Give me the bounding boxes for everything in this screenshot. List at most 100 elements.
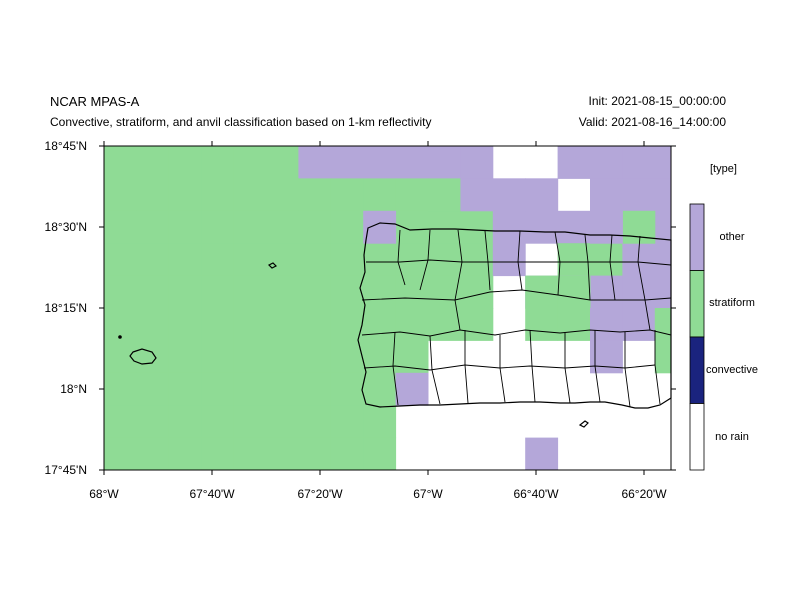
precip-cell-stratiform	[428, 243, 461, 277]
precip-cell-stratiform	[298, 437, 332, 471]
precip-cell-stratiform	[266, 178, 299, 212]
precip-cell-stratiform	[266, 405, 299, 439]
precip-cell-stratiform	[136, 340, 170, 374]
precip-cell-stratiform	[201, 437, 235, 471]
precip-cell-stratiform	[168, 178, 202, 212]
precip-cell-stratiform	[330, 243, 364, 277]
precip-cell-other	[492, 243, 526, 277]
precip-cell-other	[330, 146, 364, 179]
precip-cell-stratiform	[266, 437, 299, 471]
precip-cell-stratiform	[395, 210, 429, 244]
legend-title: [type]	[710, 163, 737, 175]
precip-cell-other	[525, 178, 559, 212]
lat-label-18-15: 18°15'N	[44, 301, 87, 315]
legend-swatch-other	[689, 203, 705, 271]
precip-cell-stratiform	[298, 372, 332, 406]
precip-cell-stratiform	[460, 308, 494, 341]
precip-cell-stratiform	[104, 178, 137, 212]
lon-label-66-20w: 66°20'W	[621, 487, 667, 501]
precip-cell-stratiform	[298, 243, 332, 277]
legend-label-other: other	[719, 231, 745, 243]
precip-cell-stratiform	[233, 405, 267, 439]
precip-cell-stratiform	[233, 340, 267, 374]
precip-cell-other	[460, 178, 494, 212]
caja-de-muertos-islet	[578, 420, 589, 428]
precip-cell-stratiform	[104, 146, 137, 179]
precip-cell-stratiform	[266, 146, 299, 179]
precip-cell-stratiform	[233, 178, 267, 212]
precip-cell-other	[525, 210, 559, 244]
precip-cell-stratiform	[363, 340, 397, 374]
precip-cell-stratiform	[298, 210, 332, 244]
precip-cell-stratiform	[590, 243, 623, 277]
legend-swatch-convective	[689, 336, 705, 404]
precip-cell-stratiform	[201, 146, 235, 179]
precip-cell-stratiform	[363, 243, 397, 277]
legend-swatch-no-rain	[689, 403, 705, 471]
precip-cell-stratiform	[363, 437, 397, 471]
precip-cell-stratiform	[266, 243, 299, 277]
puerto-rico-outline	[357, 222, 672, 409]
precip-cell-stratiform	[104, 340, 137, 374]
precip-cell-stratiform	[104, 405, 137, 439]
precip-cell-stratiform	[330, 372, 364, 406]
precip-cell-stratiform	[136, 437, 170, 471]
lon-label-67w: 67°W	[413, 487, 443, 501]
lat-label-17-45: 17°45'N	[44, 463, 87, 477]
lon-label-68w: 68°W	[89, 487, 119, 501]
precip-cell-stratiform	[266, 275, 299, 309]
precip-cell-stratiform	[266, 372, 299, 406]
precip-cell-other	[622, 146, 656, 179]
coastline	[118, 222, 672, 428]
precip-cell-stratiform	[395, 178, 429, 212]
precip-cell-stratiform	[298, 340, 332, 374]
precip-cell-stratiform	[201, 372, 235, 406]
precip-cell-stratiform	[168, 308, 202, 341]
precip-cell-other	[590, 146, 623, 179]
precip-cell-stratiform	[136, 405, 170, 439]
precip-cell-other	[654, 243, 672, 277]
init-time: Init: 2021-08-15_00:00:00	[588, 94, 726, 108]
precip-cell-stratiform	[330, 405, 364, 439]
precip-cell-other	[622, 308, 656, 341]
lon-label-66-40w: 66°40'W	[513, 487, 559, 501]
precip-cell-other	[460, 146, 494, 179]
precip-cell-stratiform	[136, 372, 170, 406]
precip-cell-stratiform	[168, 340, 202, 374]
precip-cell-stratiform	[136, 275, 170, 309]
mona-island-outline	[129, 348, 157, 365]
precip-cell-stratiform	[428, 178, 461, 212]
precip-cell-stratiform	[233, 437, 267, 471]
precip-cell-stratiform	[136, 210, 170, 244]
precip-cell-stratiform	[298, 308, 332, 341]
precip-cell-other	[654, 146, 672, 179]
precip-cell-other	[622, 178, 656, 212]
precip-cell-stratiform	[201, 210, 235, 244]
precip-cell-other	[428, 146, 461, 179]
precip-cell-stratiform	[557, 275, 591, 309]
precip-cell-stratiform	[136, 243, 170, 277]
precip-cell-stratiform	[298, 275, 332, 309]
precip-cell-other	[590, 178, 623, 212]
precip-cell-stratiform	[654, 340, 672, 374]
legend-swatch-stratiform	[689, 270, 705, 338]
precip-cell-stratiform	[233, 275, 267, 309]
precip-cell-stratiform	[654, 308, 672, 341]
precip-cell-stratiform	[104, 243, 137, 277]
precip-cell-stratiform	[168, 372, 202, 406]
precip-cell-stratiform	[460, 210, 494, 244]
legend-label-stratiform: stratiform	[709, 297, 755, 309]
precip-cell-other	[654, 210, 672, 244]
precip-cell-stratiform	[168, 405, 202, 439]
precip-cell-other	[622, 275, 656, 309]
precip-cell-stratiform	[233, 146, 267, 179]
precip-cell-stratiform	[330, 275, 364, 309]
precip-cell-stratiform	[363, 178, 397, 212]
precip-cell-stratiform	[363, 372, 397, 406]
precip-cell-stratiform	[233, 243, 267, 277]
precip-cell-stratiform	[298, 178, 332, 212]
legend-label-no-rain: no rain	[715, 431, 749, 443]
precip-cell-stratiform	[330, 308, 364, 341]
precip-cell-other	[525, 437, 559, 471]
